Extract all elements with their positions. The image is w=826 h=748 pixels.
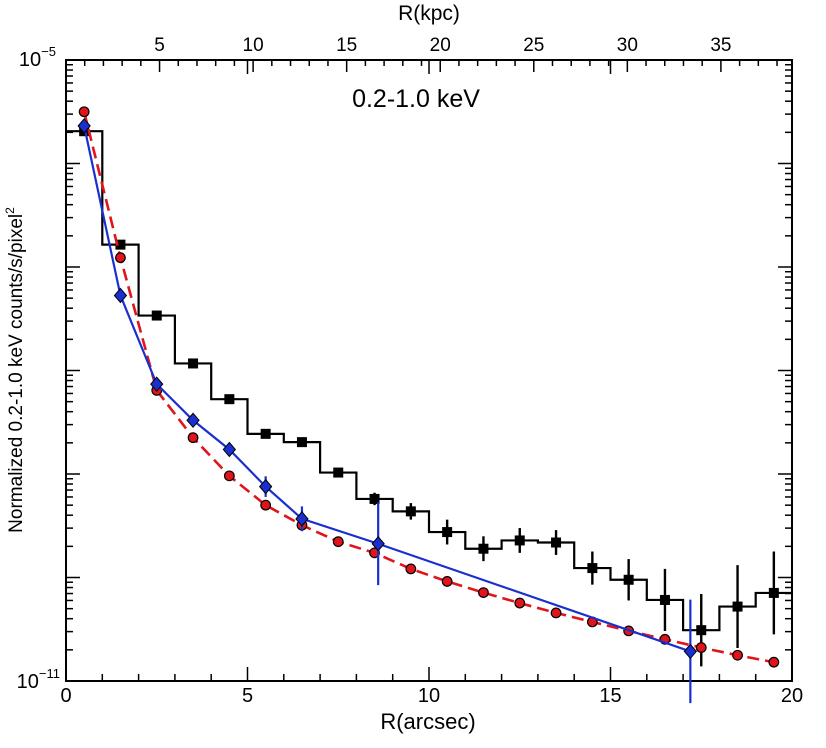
blue-diamond-marker [258,478,273,495]
red-circle-marker [332,536,344,548]
top-tick-label: 10 [243,35,264,56]
blue-diamond-marker [683,643,698,660]
red-circle-marker [550,607,562,619]
black-square-marker [768,587,779,598]
red-circle-marker [768,656,780,668]
blue-diamond-marker [295,511,309,527]
series-layer [66,106,792,704]
red-circle-marker [187,432,199,444]
black-square-marker [623,574,634,585]
black-square-marker [478,543,489,554]
top-tick-label: 20 [430,35,451,56]
y-axis-label-sup: 2 [3,207,17,214]
y-axis-label: Normalized 0.2-1.0 keV counts/s/pixel2 [3,207,27,533]
blue-diamond-marker [186,412,200,429]
y-tick-bottom-exp: −11 [39,666,60,681]
y-tick-label-top: 10−5 [19,44,56,71]
black-square-marker [115,239,126,250]
y-tick-bottom-base: 10 [17,671,39,693]
black-square-marker [260,428,271,439]
y-tick-top-exp: −5 [41,44,56,59]
red-circle-marker [260,499,272,511]
black-square-marker [514,535,525,546]
red-circle-marker [405,563,417,575]
black-square-marker [587,563,598,574]
blue-diamond-marker [150,376,164,392]
blue-diamond-marker [222,441,237,458]
black-square-marker [659,594,670,605]
black-step-line [66,130,792,632]
plot-annotation: 0.2-1.0 keV [352,85,480,113]
red-circle-marker [478,587,489,599]
blue-diamond-marker [77,118,91,134]
red-circle-marker [695,642,707,653]
y-tick-label-bottom: 10−11 [17,666,60,693]
top-tick-label: 25 [523,35,544,56]
x-tick-label: 5 [242,685,253,707]
x-tick-label: 20 [781,685,803,707]
red-circle-marker [514,597,526,609]
red-dashed-line [82,111,775,664]
black-square-marker [405,506,416,517]
black-square-marker [224,394,235,405]
x-axis-label: R(arcsec) [380,709,475,734]
red-circle-marker [223,470,235,482]
black-square-marker [732,601,743,612]
red-circle-marker [78,106,90,118]
tick-labels: 0 5 10 15 20 5 10 15 20 25 30 35 [60,35,803,707]
blue-diamond-marker [113,287,128,304]
top-tick-label: 35 [710,35,731,56]
top-tick-label: 30 [617,35,638,56]
black-square-marker [369,493,380,504]
black-square-marker [442,527,453,538]
y-axis-label-main: Normalized 0.2-1.0 keV counts/s/pixel [6,214,27,533]
black-square-marker [696,625,707,636]
top-tick-label: 15 [336,35,357,56]
blue-diamond-marker [371,535,385,552]
black-square-marker [551,537,562,548]
x-tick-label: 10 [418,685,440,707]
top-tick-label: 5 [154,35,165,56]
black-square-marker [151,310,162,321]
black-square-marker [296,437,307,448]
black-square-marker [333,467,344,478]
blue-solid-line [83,125,691,653]
red-circle-marker [732,649,743,661]
plot-frame [65,59,793,682]
x-tick-label: 15 [599,685,621,707]
x-tick-label: 0 [60,685,71,707]
red-circle-marker [115,252,126,264]
red-circle-marker [369,547,380,559]
black-square-marker [188,358,199,369]
y-tick-top-base: 10 [19,49,41,71]
red-circle-marker [441,576,453,587]
top-axis-label: R(kpc) [398,2,460,25]
axis-ticks [65,60,793,681]
